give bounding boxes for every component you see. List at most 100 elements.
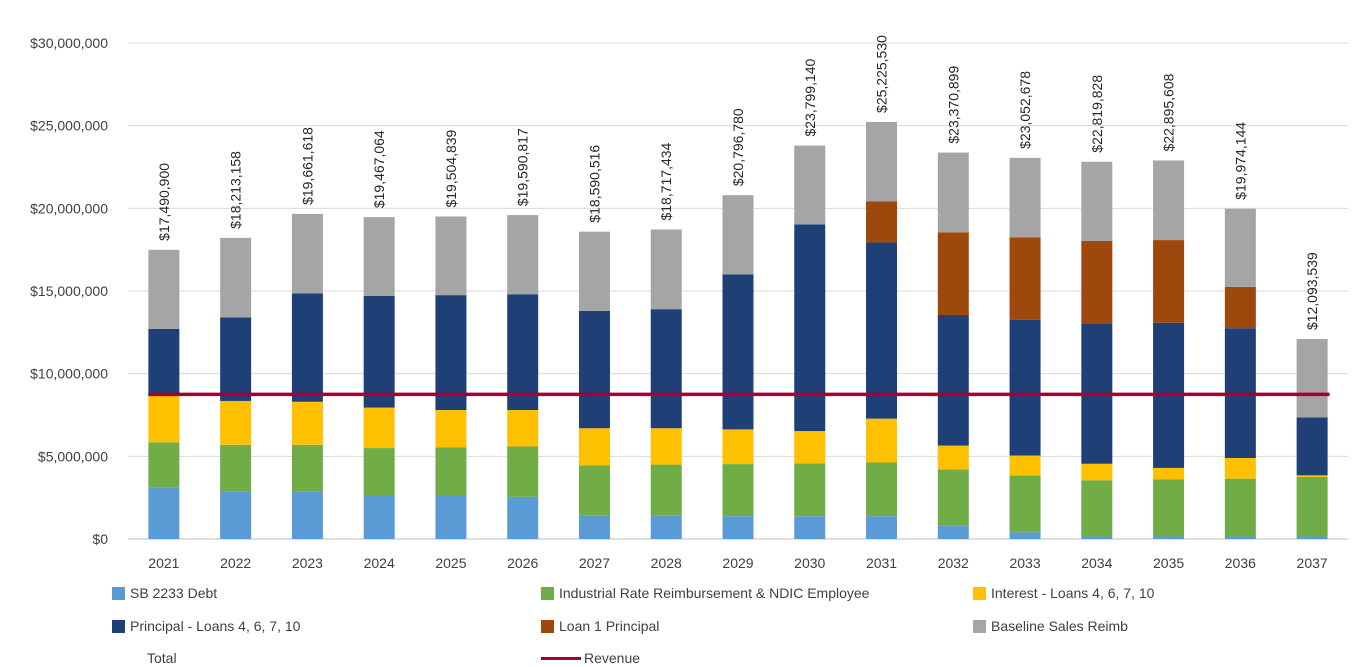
legend-label-sb-2233-debt: SB 2233 Debt [130, 585, 218, 601]
bar-stack-2030 [794, 145, 826, 539]
bar-segment [937, 445, 969, 470]
total-data-label: $23,052,678 [1017, 71, 1033, 149]
legend-item-loan-1-principal: Loan 1 Principal [541, 618, 659, 634]
total-data-label: $19,504,839 [443, 129, 459, 207]
bar-segment [650, 464, 682, 516]
legend-label-interest: Interest - Loans 4, 6, 7, 10 [991, 585, 1155, 601]
bar-segment [291, 213, 323, 294]
bar-segment [578, 515, 610, 539]
bar-segment [722, 516, 754, 539]
x-tick-label: 2033 [1009, 555, 1040, 571]
bar-segment [435, 216, 467, 296]
bar-segment [148, 249, 180, 329]
bar-stack-2027 [578, 231, 610, 539]
x-tick-label: 2025 [435, 555, 466, 571]
bar-segment [866, 462, 898, 517]
total-data-label: $22,819,828 [1089, 75, 1105, 153]
x-tick-label: 2028 [651, 555, 682, 571]
y-tick-label: $0 [92, 531, 108, 547]
bar-segment [722, 429, 754, 465]
bar-segment [1153, 479, 1185, 537]
bar-segment [578, 428, 610, 466]
bar-segment [435, 496, 467, 539]
total-data-label: $22,895,608 [1161, 73, 1177, 151]
bar-segment [363, 295, 395, 408]
bar-stack-2021 [148, 249, 180, 539]
legend-item-baseline-sales: Baseline Sales Reimb [973, 618, 1128, 634]
legend-swatch-baseline-sales [973, 619, 986, 633]
legend-swatch-industrial-rate [541, 586, 554, 600]
bar-segment [1081, 240, 1113, 324]
y-tick-label: $5,000,000 [38, 448, 108, 464]
bar-segment [1009, 455, 1041, 476]
bar-segment [722, 195, 754, 275]
bar-segment [1009, 532, 1041, 539]
bar-segment [363, 407, 395, 449]
legend-label-loan-1-principal: Loan 1 Principal [559, 618, 660, 634]
total-data-label: $23,799,140 [802, 58, 818, 136]
legend-label-total: Total [147, 650, 177, 666]
legend-item-interest: Interest - Loans 4, 6, 7, 10 [973, 585, 1154, 601]
total-data-label: $20,796,780 [730, 108, 746, 186]
total-data-label: $25,225,530 [874, 35, 890, 113]
total-data-label: $17,490,900 [156, 163, 172, 241]
bar-segment [794, 224, 826, 432]
x-tick-label: 2021 [148, 555, 179, 571]
y-tick-label: $25,000,000 [30, 118, 108, 134]
bar-segment [650, 515, 682, 539]
bar-stack-2036 [1224, 208, 1256, 539]
bar-segment [291, 293, 323, 402]
legend-swatch-loan-1-principal [541, 619, 554, 633]
legend-line-revenue [541, 656, 581, 660]
bar-segment [578, 465, 610, 516]
bar-segment [435, 295, 467, 411]
legend-item-total: Total [112, 650, 177, 666]
legend-label-industrial-rate: Industrial Rate Reimbursement & NDIC Emp… [559, 585, 870, 601]
bar-segment [1296, 536, 1328, 539]
bar-segment [650, 309, 682, 429]
bar-segment [363, 496, 395, 539]
x-tick-label: 2027 [579, 555, 610, 571]
bar-segment [722, 274, 754, 430]
x-tick-label: 2024 [364, 555, 395, 571]
bar-segment [291, 401, 323, 445]
bar-segment [148, 328, 180, 396]
x-tick-label: 2036 [1225, 555, 1256, 571]
bar-stack-2033 [1009, 157, 1041, 539]
total-data-label: $12,093,539 [1304, 252, 1320, 330]
bar-segment [794, 431, 826, 464]
legend-swatch-interest [973, 586, 986, 600]
bar-segment [937, 152, 969, 233]
bar-segment [1224, 208, 1256, 287]
bar-segment [220, 444, 252, 492]
bar-segment [1081, 480, 1113, 537]
bar-segment [1296, 339, 1328, 418]
bar-segment [363, 448, 395, 497]
bar-segment [1224, 478, 1256, 537]
legend-swatch-sb-2233-debt [112, 586, 125, 600]
bar-stack-2029 [722, 195, 754, 539]
bar-segment [937, 232, 969, 315]
x-tick-label: 2032 [938, 555, 969, 571]
total-data-label: $19,974,144 [1232, 122, 1248, 200]
total-data-label: $23,370,899 [945, 66, 961, 144]
legend-label-principal: Principal - Loans 4, 6, 7, 10 [130, 618, 301, 634]
bar-segment [220, 400, 252, 445]
x-tick-label: 2037 [1297, 555, 1328, 571]
bar-segment [937, 314, 969, 446]
bar-segment [1081, 161, 1113, 241]
bar-segment [291, 491, 323, 539]
legend-item-revenue: Revenue [541, 650, 640, 666]
y-tick-label: $30,000,000 [30, 35, 108, 51]
bar-segment [1153, 467, 1185, 480]
bar-segment [148, 487, 180, 539]
bar-segment [507, 294, 539, 411]
bar-stack-2025 [435, 216, 467, 539]
x-tick-label: 2023 [292, 555, 323, 571]
legend-item-sb-2233-debt: SB 2233 Debt [112, 585, 217, 601]
x-tick-label: 2030 [794, 555, 825, 571]
bar-segment [794, 516, 826, 539]
bar-segment [1009, 237, 1041, 320]
bar-segment [1081, 463, 1113, 481]
bar-stack-2023 [291, 213, 323, 539]
